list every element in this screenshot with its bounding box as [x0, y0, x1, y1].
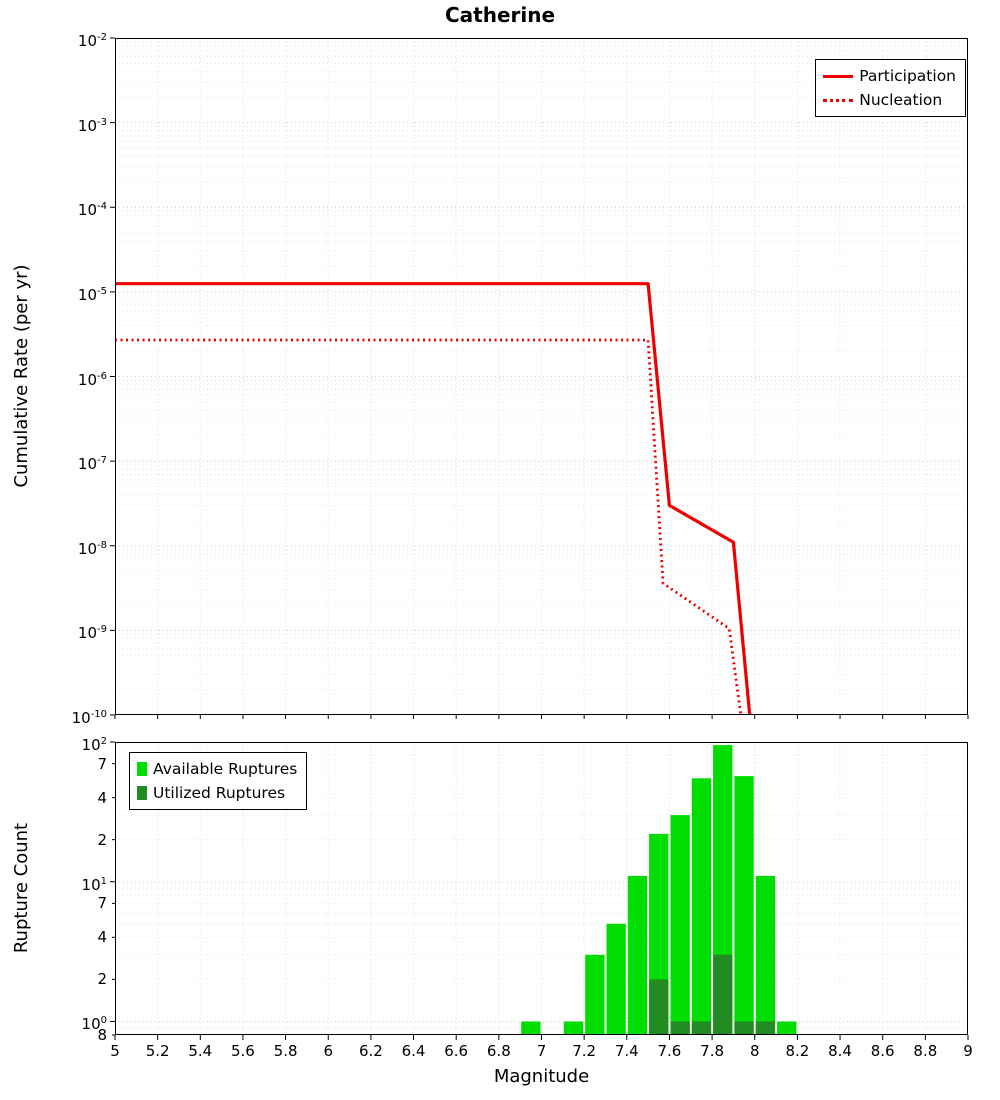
y-tick-label: 10-5 — [77, 285, 107, 304]
x-tick-label: 6 — [323, 1042, 334, 1060]
y-tick-label: 2 — [97, 970, 107, 989]
nucleation-line-icon — [823, 98, 854, 102]
y-tick-label: 10-9 — [77, 624, 107, 643]
legend-label-participation: Participation — [859, 67, 956, 85]
x-tick-label: 7.2 — [572, 1042, 597, 1060]
x-tick-label: 5 — [110, 1042, 120, 1060]
x-tick-label: 8.6 — [870, 1042, 895, 1060]
x-axis-label: Magnitude — [493, 1066, 590, 1087]
x-tick-label: 5.6 — [231, 1042, 255, 1060]
x-tick-label: 6.8 — [486, 1042, 511, 1060]
y-tick-label: 10-10 — [71, 709, 107, 727]
rate-plot-canvas — [110, 37, 969, 719]
utilized-ruptures-swatch-icon — [137, 786, 147, 800]
x-tick-label: 7.6 — [657, 1042, 682, 1060]
x-tick-label: 5.2 — [145, 1042, 170, 1060]
y-tick-label: 4 — [97, 928, 107, 947]
y-tick-label: 7 — [97, 894, 107, 913]
x-tick-label: 8.4 — [828, 1042, 852, 1060]
available-ruptures-swatch-icon — [137, 762, 147, 776]
x-tick-label: 8 — [749, 1042, 760, 1060]
x-tick-label: 7.8 — [700, 1042, 725, 1060]
legend-label-utilized: Utilized Ruptures — [153, 784, 286, 802]
x-tick-label: 9 — [963, 1042, 973, 1060]
y-tick-label: 10-4 — [77, 201, 107, 220]
y-tick-label: 10-8 — [77, 539, 107, 558]
x-tick-label: 6.2 — [358, 1042, 383, 1060]
chart-title: Catherine — [444, 3, 556, 27]
y-tick-label: 10-7 — [77, 455, 107, 474]
y-tick-label: 10-2 — [77, 32, 107, 50]
x-tick-label: 6.4 — [401, 1042, 426, 1060]
legend-item-nucleation: Nucleation — [823, 88, 956, 112]
y-tick-label: 10-6 — [77, 370, 107, 389]
legend-item-available: Available Ruptures — [137, 757, 297, 781]
legend-label-nucleation: Nucleation — [859, 91, 943, 109]
x-tick-label: 6.6 — [444, 1042, 469, 1060]
y-tick-label: 100 — [81, 1015, 107, 1034]
x-tick-label: 5.4 — [188, 1042, 213, 1060]
y-tick-label: 8 — [97, 1026, 107, 1044]
legend-label-available: Available Ruptures — [153, 760, 298, 778]
rate-legend: Participation Nucleation — [815, 59, 966, 117]
legend-item-utilized: Utilized Ruptures — [137, 781, 297, 805]
x-tick-label: 7.4 — [614, 1042, 639, 1060]
x-tick-label: 8.2 — [785, 1042, 810, 1060]
x-tick-label: 7 — [536, 1042, 547, 1060]
participation-line-icon — [823, 74, 854, 78]
y-tick-label: 101 — [81, 875, 107, 894]
y-tick-label: 10-3 — [77, 116, 107, 135]
x-tick-label: 5.8 — [273, 1042, 298, 1060]
y-tick-label: 4 — [97, 788, 107, 807]
y-tick-label: 2 — [97, 830, 107, 849]
count-legend: Available Ruptures Utilized Ruptures — [129, 752, 308, 810]
y-tick-label: 102 — [81, 736, 107, 754]
x-tick-label: 8.8 — [913, 1042, 938, 1060]
legend-item-participation: Participation — [823, 64, 956, 88]
y-tick-label: 7 — [97, 754, 107, 773]
count-plot-canvas — [110, 741, 969, 1040]
